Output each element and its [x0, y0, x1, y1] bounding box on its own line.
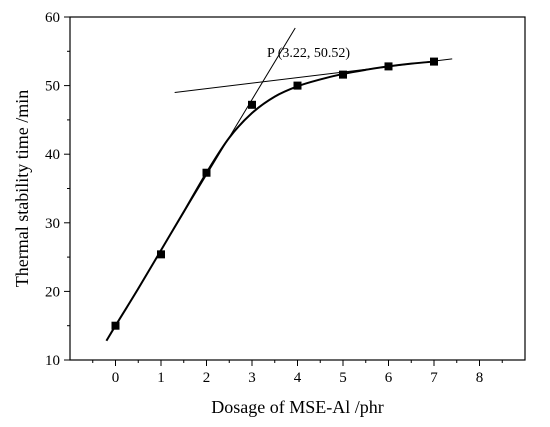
data-point	[430, 57, 438, 66]
axis-ticks: 0 1 2 3 4 5 6 7 8 10 20 30 40 50 60	[45, 10, 503, 386]
data-markers	[111, 57, 438, 330]
y-tick-label: 20	[45, 284, 60, 300]
x-tick-label: 0	[112, 370, 120, 386]
plot-border	[69, 16, 526, 361]
x-tick-label: 7	[430, 370, 438, 386]
y-axis-title: Thermal stability time /min	[12, 90, 32, 287]
y-tick-label: 40	[45, 147, 60, 163]
x-tick-label: 3	[248, 370, 256, 386]
tangent-lines	[115, 27, 453, 326]
y-tick-label: 50	[45, 79, 60, 95]
x-tick-label: 8	[476, 370, 484, 386]
y-tick-label: 30	[45, 216, 60, 232]
y-tick-label: 10	[45, 353, 60, 369]
data-point	[384, 62, 393, 71]
y-tick-label: 60	[45, 10, 60, 26]
annotation-label: P (3.22, 50.52)	[267, 46, 350, 61]
x-tick-label: 1	[157, 370, 165, 386]
data-point	[157, 250, 165, 259]
x-tick-label: 4	[294, 370, 302, 386]
x-tick-label: 6	[385, 370, 393, 386]
data-point	[111, 321, 120, 330]
plot-frame	[69, 16, 526, 361]
data-point	[248, 100, 256, 109]
data-point	[202, 168, 211, 177]
data-point	[293, 81, 302, 90]
x-tick-label: 5	[339, 370, 347, 386]
x-axis-title: Dosage of MSE-Al /phr	[211, 397, 383, 417]
fit-curve	[105, 60, 435, 342]
x-tick-label: 2	[203, 370, 211, 386]
series-line	[105, 60, 435, 342]
data-point	[339, 70, 347, 79]
